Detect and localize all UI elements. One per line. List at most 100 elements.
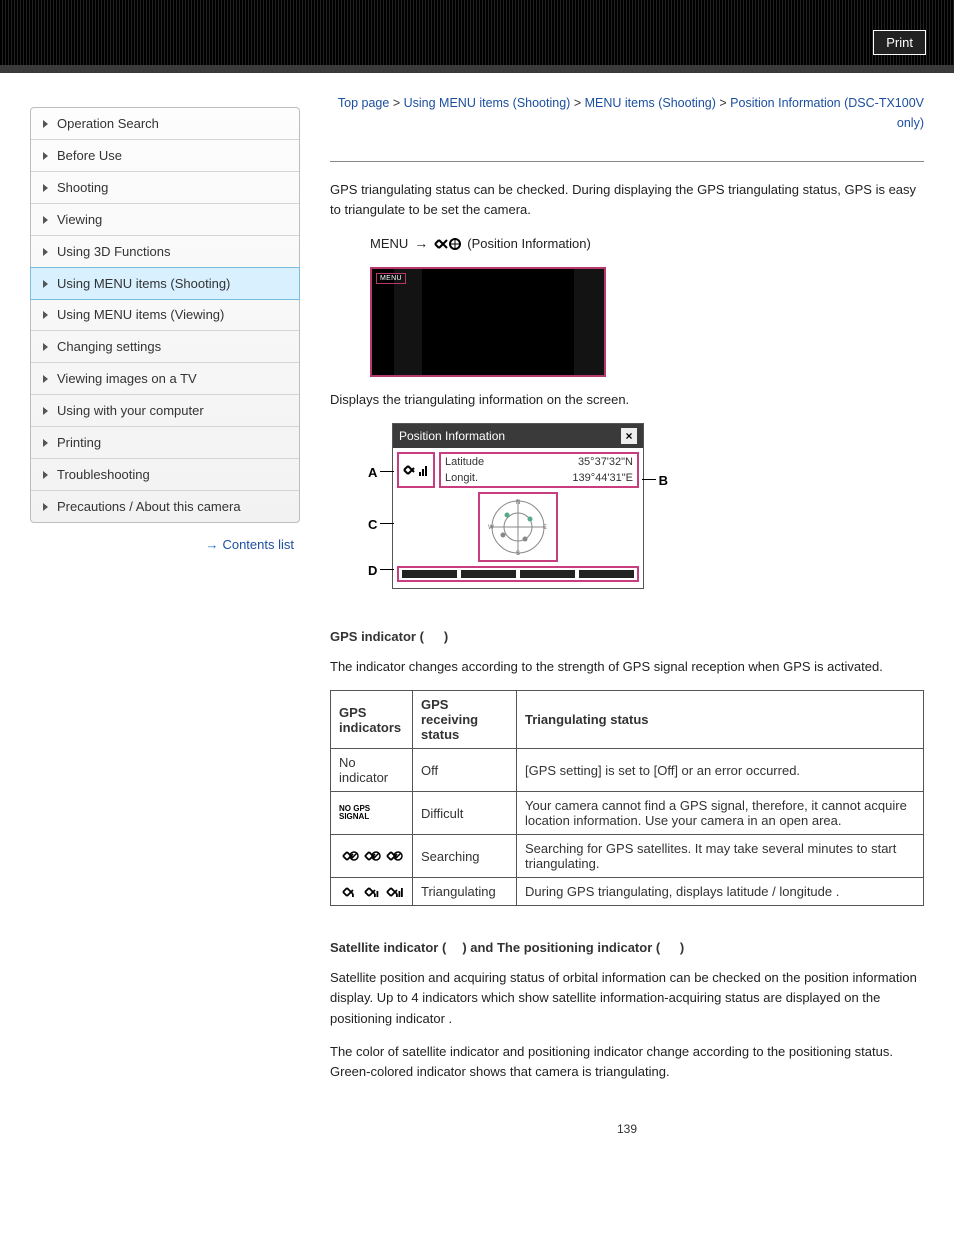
sidebar-nav: Operation Search Before Use Shooting Viewin…: [30, 107, 300, 523]
breadcrumb-l1[interactable]: Using MENU items (Shooting): [404, 96, 571, 110]
desc-cell: Searching for GPS satellites. It may tak…: [517, 835, 924, 878]
page-layout: Operation Search Before Use Shooting Viewin…: [0, 73, 954, 1176]
chevron-right-icon: [43, 439, 48, 447]
sidebar-item[interactable]: Precautions / About this camera: [31, 491, 299, 522]
satellite-heading: Satellite indicator () and The positioni…: [330, 940, 924, 955]
sidebar-item-label: Before Use: [57, 148, 122, 163]
chevron-right-icon: [43, 471, 48, 479]
position-info-screen-figure: A B C D Position Information × Lat: [368, 423, 668, 589]
callout-d: D: [368, 563, 377, 578]
satellite-compass: N S E W: [478, 492, 558, 562]
indicator-cell: No indicator: [331, 749, 413, 792]
panel-title: Position Information: [399, 429, 505, 443]
svg-text:W: W: [488, 525, 494, 531]
status-cell: Searching: [413, 835, 517, 878]
svg-text:N: N: [516, 500, 520, 506]
sidebar-item-label: Changing settings: [57, 339, 161, 354]
no-gps-signal-icon: NO GPSSIGNAL: [339, 805, 404, 821]
sidebar-item-label: Viewing: [57, 212, 102, 227]
table-row: NO GPSSIGNAL DifficultYour camera cannot …: [331, 792, 924, 835]
page-number: 139: [330, 1122, 924, 1136]
sidebar-item[interactable]: Changing settings: [31, 331, 299, 363]
satellite-p2: The color of satellite indicator and pos…: [330, 1042, 924, 1082]
sidebar-item[interactable]: Troubleshooting: [31, 459, 299, 491]
sidebar-item-label: Viewing images on a TV: [57, 371, 197, 386]
gps-indicator-heading: GPS indicator (): [330, 629, 924, 644]
svg-text:E: E: [543, 525, 547, 531]
positioning-indicator: [397, 566, 639, 582]
table-row: No indicatorOff[GPS setting] is set to […: [331, 749, 924, 792]
sidebar-item-label: Using MENU items (Shooting): [57, 276, 230, 291]
breadcrumb-l2[interactable]: MENU items (Shooting): [585, 96, 716, 110]
sidebar-item-label: Precautions / About this camera: [57, 499, 241, 514]
sidebar-item[interactable]: Before Use: [31, 140, 299, 172]
sidebar-item[interactable]: Using with your computer: [31, 395, 299, 427]
sidebar-item[interactable]: Using 3D Functions: [31, 236, 299, 268]
indicator-cell: NO GPSSIGNAL: [331, 792, 413, 835]
th-status: GPS receiving status: [413, 691, 517, 749]
displays-line: Displays the triangulating information o…: [330, 390, 924, 410]
chevron-right-icon: [43, 375, 48, 383]
status-cell: Off: [413, 749, 517, 792]
breadcrumb: Top page > Using MENU items (Shooting) >…: [330, 93, 924, 133]
status-cell: Difficult: [413, 792, 517, 835]
chevron-right-icon: [43, 280, 48, 288]
indicator-cell: [331, 835, 413, 878]
desc-cell: During GPS triangulating, displays latit…: [517, 878, 924, 906]
header-band: Print: [0, 0, 954, 73]
chevron-right-icon: [43, 343, 48, 351]
arrow-right-icon: →: [205, 537, 218, 552]
svg-text:S: S: [516, 551, 520, 557]
sidebar-item[interactable]: Operation Search: [31, 108, 299, 140]
sidebar-item[interactable]: Using MENU items (Shooting): [30, 267, 300, 300]
sidebar-item[interactable]: Viewing images on a TV: [31, 363, 299, 395]
sidebar-item-label: Troubleshooting: [57, 467, 150, 482]
main-content: Top page > Using MENU items (Shooting) >…: [300, 93, 924, 1136]
chevron-right-icon: [43, 503, 48, 511]
chevron-right-icon: [43, 407, 48, 415]
chevron-right-icon: [43, 152, 48, 160]
sidebar-item-label: Printing: [57, 435, 101, 450]
callout-c: C: [368, 517, 377, 532]
triangulating-icons: [339, 885, 404, 899]
gps-indicator-body: The indicator changes according to the s…: [330, 657, 924, 677]
menu-tag: MENU: [376, 273, 406, 284]
sidebar-item[interactable]: Viewing: [31, 204, 299, 236]
sidebar-item[interactable]: Using MENU items (Viewing): [31, 299, 299, 331]
sidebar-item-label: Operation Search: [57, 116, 159, 131]
contents-list-link[interactable]: →Contents list: [30, 523, 300, 552]
print-button[interactable]: Print: [873, 30, 926, 55]
callout-a: A: [368, 465, 377, 480]
position-info-panel: Position Information × Latitude35°37'32"…: [392, 423, 644, 589]
chevron-right-icon: [43, 184, 48, 192]
sidebar-item-label: Shooting: [57, 180, 108, 195]
th-desc: Triangulating status: [517, 691, 924, 749]
callout-b: B: [659, 473, 668, 488]
sidebar: Operation Search Before Use Shooting Viewin…: [30, 93, 300, 1136]
position-info-icon: [434, 238, 461, 250]
table-row: TriangulatingDuring GPS triangulating, d…: [331, 878, 924, 906]
status-cell: Triangulating: [413, 878, 517, 906]
divider: [330, 161, 924, 162]
chevron-right-icon: [43, 311, 48, 319]
menu-path: MENU → (Position Information): [330, 233, 924, 255]
satellite-p1: Satellite position and acquiring status …: [330, 968, 924, 1028]
sidebar-item-label: Using MENU items (Viewing): [57, 307, 224, 322]
chevron-right-icon: [43, 120, 48, 128]
close-icon[interactable]: ×: [621, 428, 637, 444]
table-row: SearchingSearching for GPS satellites. I…: [331, 835, 924, 878]
chevron-right-icon: [43, 216, 48, 224]
sidebar-item-label: Using with your computer: [57, 403, 204, 418]
sidebar-item[interactable]: Shooting: [31, 172, 299, 204]
desc-cell: Your camera cannot find a GPS signal, th…: [517, 792, 924, 835]
sidebar-item[interactable]: Printing: [31, 427, 299, 459]
intro-text: GPS triangulating status can be checked.…: [330, 180, 924, 220]
desc-cell: [GPS setting] is set to [Off] or an erro…: [517, 749, 924, 792]
coordinates-box: Latitude35°37'32"N Longit.139°44'31"E: [439, 452, 639, 488]
breadcrumb-current: Position Information (DSC-TX100V only): [730, 96, 924, 130]
chevron-right-icon: [43, 248, 48, 256]
th-indicators: GPS indicators: [331, 691, 413, 749]
searching-icons: [339, 849, 404, 863]
breadcrumb-top[interactable]: Top page: [338, 96, 389, 110]
gps-indicator-pill: [397, 452, 435, 488]
